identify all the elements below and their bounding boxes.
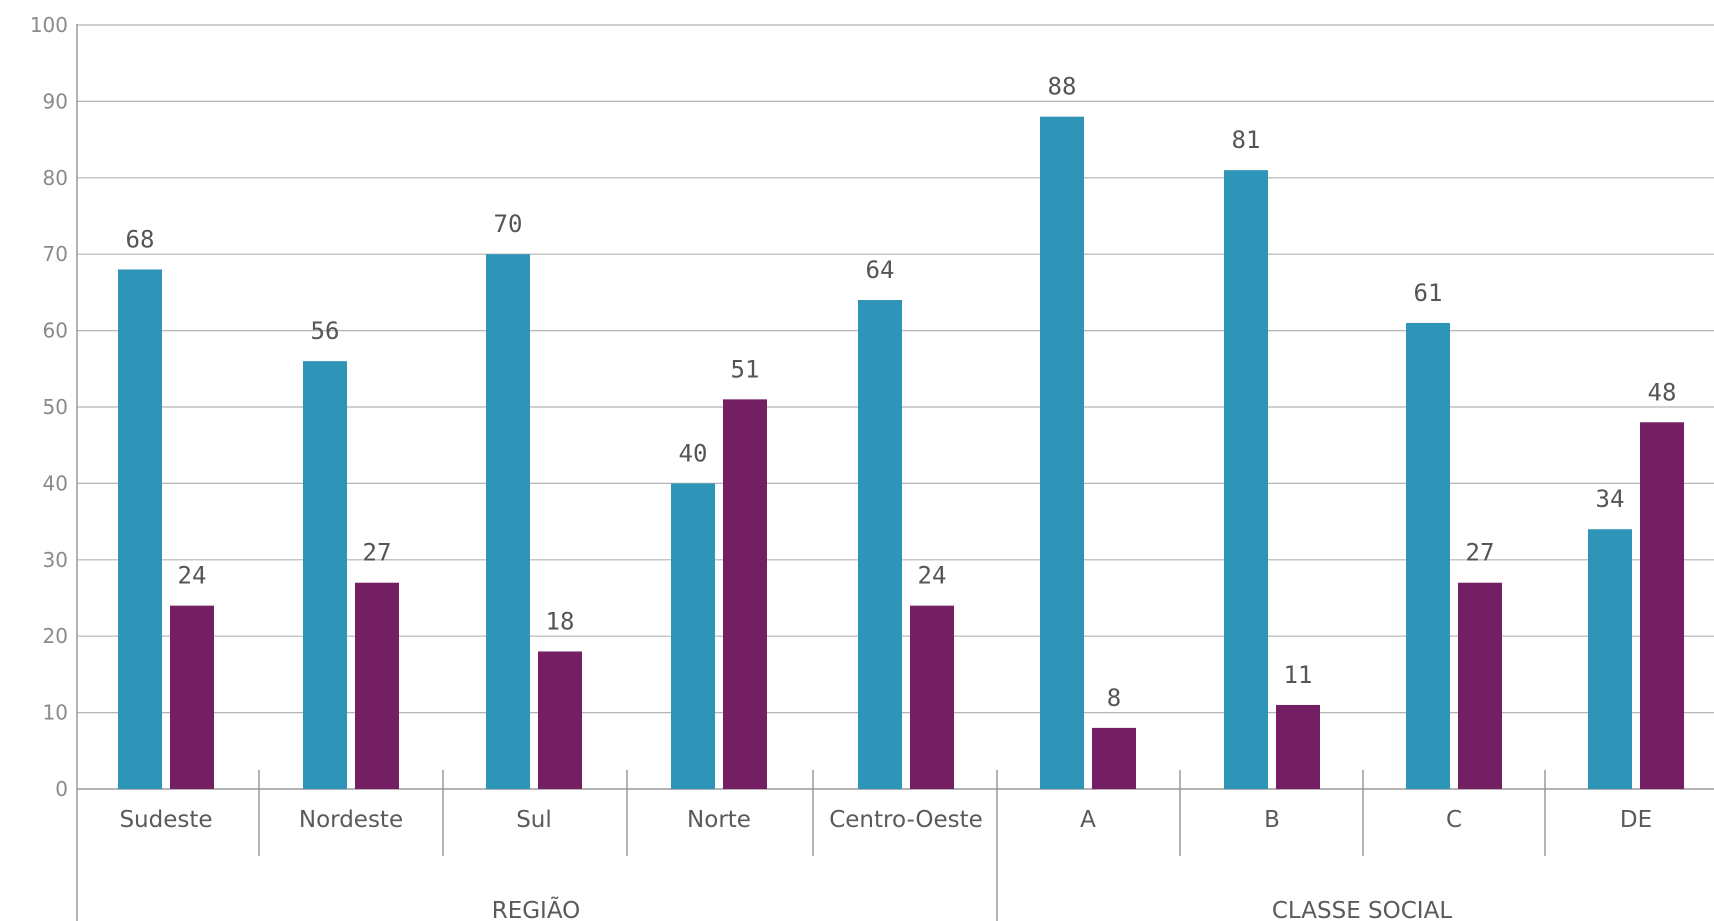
bar [1040, 116, 1084, 790]
data-label: 88 [1048, 73, 1077, 101]
data-label: 56 [311, 317, 340, 345]
y-tick-label: 0 [55, 777, 68, 801]
group-label: CLASSE SOCIAL [1272, 898, 1452, 921]
bar [723, 399, 767, 789]
bar [910, 605, 954, 789]
y-tick-label: 80 [43, 166, 68, 190]
bar [1588, 529, 1632, 789]
data-label: 70 [494, 210, 523, 238]
y-tick-label: 70 [43, 242, 68, 266]
data-label: 40 [679, 439, 708, 467]
data-label: 24 [178, 562, 207, 590]
group-labels: REGIÃO CLASSE SOCIAL [492, 896, 1453, 921]
data-label: 48 [1648, 378, 1677, 406]
x-tick-label: C [1446, 807, 1462, 833]
x-tick-label: B [1264, 807, 1280, 833]
data-label: 11 [1284, 661, 1313, 689]
data-label: 68 [126, 225, 155, 253]
x-tick-label: Norte [687, 807, 751, 833]
category-labels: Sudeste Nordeste Sul Norte Centro-Oeste A B C DE [119, 807, 1652, 833]
bar [355, 582, 399, 789]
data-label: 64 [866, 256, 895, 284]
bar [1458, 582, 1502, 789]
y-tick-label: 60 [43, 319, 68, 343]
x-tick-label: Sul [516, 807, 552, 833]
y-tick-label: 30 [43, 548, 68, 572]
y-tick-label: 40 [43, 471, 68, 495]
bar [671, 483, 715, 789]
y-tick-label: 90 [43, 89, 68, 113]
bar [1640, 422, 1684, 789]
x-tick-label: Sudeste [119, 807, 212, 833]
data-label: 8 [1107, 684, 1121, 712]
bar [1406, 322, 1450, 789]
data-label: 34 [1596, 485, 1625, 513]
x-tick-label: Centro-Oeste [829, 807, 983, 833]
data-label: 61 [1414, 279, 1443, 307]
bar [1276, 704, 1320, 789]
y-tick-label: 50 [43, 395, 68, 419]
data-label: 81 [1232, 126, 1261, 154]
x-tick-label: A [1080, 807, 1096, 833]
y-tick-label: 10 [43, 701, 68, 725]
data-label: 24 [918, 562, 947, 590]
data-label: 18 [546, 607, 575, 635]
bar [1092, 727, 1136, 789]
data-label: 27 [1466, 539, 1495, 567]
bars [118, 116, 1684, 790]
data-label: 27 [363, 539, 392, 567]
group-label: REGIÃO [492, 896, 581, 921]
x-tick-label: Nordeste [299, 807, 403, 833]
bar [858, 300, 902, 789]
y-axis-ticks: 0 10 20 30 40 50 60 70 80 90 100 [30, 13, 68, 801]
y-tick-label: 20 [43, 624, 68, 648]
bar [1224, 170, 1268, 789]
x-tick-label: DE [1620, 807, 1652, 833]
bar [538, 651, 582, 789]
data-label: 51 [731, 355, 760, 383]
y-tick-label: 100 [30, 13, 68, 37]
bar [303, 361, 347, 789]
bar [486, 254, 530, 789]
bar [170, 605, 214, 789]
category-separators [258, 770, 1546, 921]
bar [118, 269, 162, 790]
